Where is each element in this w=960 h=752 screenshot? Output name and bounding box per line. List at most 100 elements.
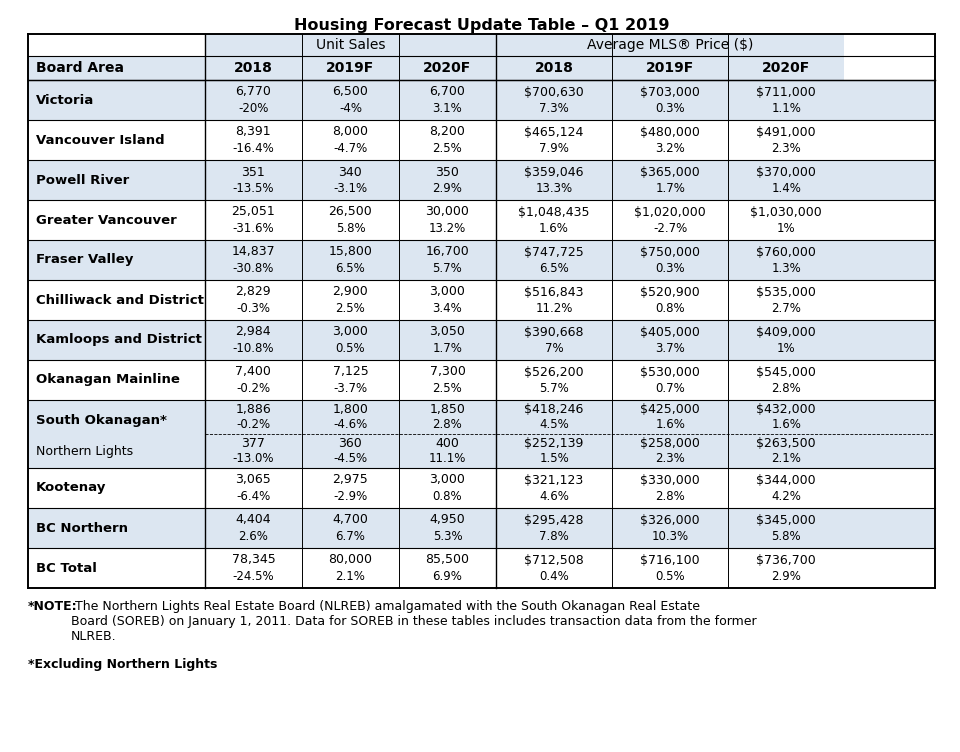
Text: 1.1%: 1.1% bbox=[771, 102, 802, 114]
Text: Northern Lights: Northern Lights bbox=[36, 444, 133, 457]
Text: 2,984: 2,984 bbox=[235, 326, 272, 338]
Bar bbox=[399, 56, 496, 80]
Text: $760,000: $760,000 bbox=[756, 245, 816, 259]
Text: $330,000: $330,000 bbox=[640, 474, 700, 487]
Text: 13.3%: 13.3% bbox=[536, 181, 572, 195]
Text: 3,065: 3,065 bbox=[235, 474, 272, 487]
Text: 0.4%: 0.4% bbox=[540, 569, 569, 583]
Text: -20%: -20% bbox=[238, 102, 269, 114]
Text: $480,000: $480,000 bbox=[640, 126, 700, 138]
Text: *Excluding Northern Lights: *Excluding Northern Lights bbox=[28, 658, 217, 671]
Text: Victoria: Victoria bbox=[36, 93, 94, 107]
Text: 85,500: 85,500 bbox=[425, 553, 469, 566]
Text: Kootenay: Kootenay bbox=[36, 481, 107, 495]
Text: 1.5%: 1.5% bbox=[540, 452, 569, 465]
Text: 2.8%: 2.8% bbox=[433, 418, 463, 431]
Bar bbox=[28, 120, 935, 160]
Bar bbox=[28, 320, 935, 360]
Text: -0.2%: -0.2% bbox=[236, 418, 271, 431]
Text: Housing Forecast Update Table – Q1 2019: Housing Forecast Update Table – Q1 2019 bbox=[294, 18, 669, 33]
Text: 3,000: 3,000 bbox=[429, 474, 466, 487]
Bar bbox=[28, 200, 935, 240]
Text: 8,391: 8,391 bbox=[235, 126, 272, 138]
Text: -10.8%: -10.8% bbox=[232, 341, 275, 354]
Text: 1.3%: 1.3% bbox=[772, 262, 802, 274]
Text: *NOTE:: *NOTE: bbox=[28, 600, 78, 613]
Bar bbox=[496, 34, 844, 56]
Text: 7.9%: 7.9% bbox=[540, 141, 569, 154]
Text: $535,000: $535,000 bbox=[756, 286, 816, 299]
Text: 4.6%: 4.6% bbox=[540, 490, 569, 502]
Text: 2018: 2018 bbox=[234, 61, 273, 75]
Text: 1.7%: 1.7% bbox=[656, 181, 685, 195]
Text: 2.3%: 2.3% bbox=[656, 452, 685, 465]
Text: 30,000: 30,000 bbox=[425, 205, 469, 219]
Text: 3,000: 3,000 bbox=[332, 326, 369, 338]
Text: $345,000: $345,000 bbox=[756, 514, 816, 526]
Text: 2.1%: 2.1% bbox=[335, 569, 366, 583]
Text: -2.9%: -2.9% bbox=[333, 490, 368, 502]
Text: -24.5%: -24.5% bbox=[232, 569, 275, 583]
Text: $712,508: $712,508 bbox=[524, 553, 584, 566]
Text: 2,829: 2,829 bbox=[235, 286, 272, 299]
Text: Fraser Valley: Fraser Valley bbox=[36, 253, 133, 266]
Text: 2.5%: 2.5% bbox=[433, 141, 463, 154]
Text: $295,428: $295,428 bbox=[524, 514, 584, 526]
Text: 14,837: 14,837 bbox=[231, 245, 276, 259]
Text: $258,000: $258,000 bbox=[640, 437, 700, 450]
Text: 1.6%: 1.6% bbox=[656, 418, 685, 431]
Bar bbox=[28, 508, 935, 548]
Text: 400: 400 bbox=[436, 437, 460, 450]
Text: -4.6%: -4.6% bbox=[333, 418, 368, 431]
Text: 2019F: 2019F bbox=[646, 61, 694, 75]
Text: Board Area: Board Area bbox=[36, 61, 124, 75]
Text: -2.7%: -2.7% bbox=[653, 222, 687, 235]
Text: 6,500: 6,500 bbox=[332, 86, 369, 99]
Text: 4,950: 4,950 bbox=[430, 514, 466, 526]
Text: 7%: 7% bbox=[544, 341, 564, 354]
Text: 350: 350 bbox=[436, 165, 460, 178]
Text: $703,000: $703,000 bbox=[640, 86, 700, 99]
Text: The Northern Lights Real Estate Board (NLREB) amalgamated with the South Okanaga: The Northern Lights Real Estate Board (N… bbox=[71, 600, 756, 643]
Bar bbox=[496, 56, 612, 80]
Text: $736,700: $736,700 bbox=[756, 553, 816, 566]
Text: -3.7%: -3.7% bbox=[333, 381, 368, 395]
Text: 11.2%: 11.2% bbox=[536, 302, 573, 314]
Text: South Okanagan*: South Okanagan* bbox=[36, 414, 167, 427]
Text: 2.5%: 2.5% bbox=[433, 381, 463, 395]
Text: 5.3%: 5.3% bbox=[433, 529, 463, 542]
Text: 0.8%: 0.8% bbox=[656, 302, 685, 314]
Bar bbox=[28, 548, 935, 588]
Text: $365,000: $365,000 bbox=[640, 165, 700, 178]
Text: 4.2%: 4.2% bbox=[771, 490, 802, 502]
Text: $390,668: $390,668 bbox=[524, 326, 584, 338]
Text: 7.8%: 7.8% bbox=[540, 529, 569, 542]
Text: 6.9%: 6.9% bbox=[433, 569, 463, 583]
Bar bbox=[28, 34, 204, 56]
Text: 340: 340 bbox=[339, 165, 362, 178]
Text: $545,000: $545,000 bbox=[756, 365, 816, 378]
Text: BC Total: BC Total bbox=[36, 562, 97, 575]
Text: -30.8%: -30.8% bbox=[232, 262, 274, 274]
Text: 8,000: 8,000 bbox=[332, 126, 369, 138]
Text: 7,400: 7,400 bbox=[235, 365, 272, 378]
Text: 15,800: 15,800 bbox=[328, 245, 372, 259]
Text: 2.8%: 2.8% bbox=[656, 490, 685, 502]
Text: 1.7%: 1.7% bbox=[433, 341, 463, 354]
Text: 25,051: 25,051 bbox=[231, 205, 276, 219]
Text: 3.7%: 3.7% bbox=[656, 341, 685, 354]
Text: 2.1%: 2.1% bbox=[771, 452, 802, 465]
Text: 3.1%: 3.1% bbox=[433, 102, 463, 114]
Text: BC Northern: BC Northern bbox=[36, 521, 128, 535]
Text: $432,000: $432,000 bbox=[756, 403, 816, 416]
Text: $747,725: $747,725 bbox=[524, 245, 584, 259]
Text: 2.8%: 2.8% bbox=[772, 381, 802, 395]
Text: $405,000: $405,000 bbox=[640, 326, 700, 338]
Bar bbox=[28, 280, 935, 320]
Text: 0.3%: 0.3% bbox=[656, 262, 685, 274]
Bar bbox=[729, 56, 844, 80]
Text: 3.4%: 3.4% bbox=[433, 302, 463, 314]
Text: Vancouver Island: Vancouver Island bbox=[36, 134, 164, 147]
Text: 5.7%: 5.7% bbox=[433, 262, 463, 274]
Text: -4.7%: -4.7% bbox=[333, 141, 368, 154]
